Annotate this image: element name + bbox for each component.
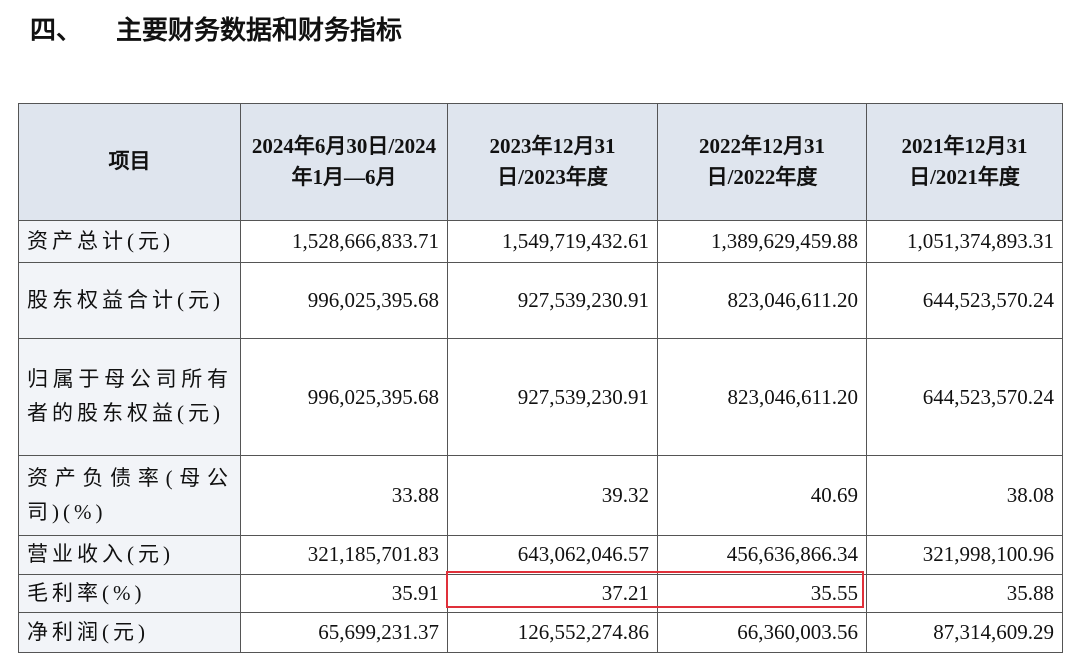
cell-value: 35.55	[657, 573, 867, 614]
table-row: 净利润(元) 65,699,231.37 126,552,274.86 66,360,…	[18, 612, 1063, 654]
cell-value: 996,025,395.68	[240, 262, 448, 339]
cell-value: 38.08	[866, 455, 1063, 536]
column-header: 项目	[18, 103, 241, 221]
cell-value: 321,185,701.83	[240, 535, 448, 575]
cell-value: 1,051,374,893.31	[866, 220, 1063, 263]
row-label: 资产总计(元)	[18, 220, 241, 263]
row-label: 营业收入(元)	[18, 535, 241, 575]
column-header: 2023年12月31日/2023年度	[447, 103, 658, 221]
cell-value: 321,998,100.96	[866, 535, 1063, 575]
cell-value: 33.88	[240, 455, 448, 536]
cell-value: 996,025,395.68	[240, 338, 448, 456]
cell-value: 823,046,611.20	[657, 338, 867, 456]
section-number: 四、	[30, 16, 83, 46]
cell-value: 40.69	[657, 455, 867, 536]
cell-value: 927,539,230.91	[447, 338, 658, 456]
row-label: 股东权益合计(元)	[18, 262, 241, 339]
cell-value: 1,528,666,833.71	[240, 220, 448, 263]
cell-value: 35.91	[240, 573, 448, 614]
table-row: 资产总计(元) 1,528,666,833.71 1,549,719,432.61 1…	[18, 220, 1063, 263]
row-label: 归属于母公司所有者的股东权益(元)	[18, 338, 241, 456]
cell-value: 643,062,046.57	[447, 535, 658, 575]
cell-value: 35.88	[866, 573, 1063, 614]
cell-value: 644,523,570.24	[866, 338, 1063, 456]
cell-value: 126,552,274.86	[447, 612, 658, 654]
table-row: 资产负债率(母公司)(%) 33.88 39.32 40.69 38.08	[18, 455, 1063, 536]
cell-value: 65,699,231.37	[240, 612, 448, 654]
row-label: 净利润(元)	[18, 612, 241, 654]
table-row: 毛利率(%) 35.91 37.21 35.55 35.88	[18, 573, 1063, 614]
header-row: 项目 2024年6月30日/2024年1月—6月 2023年12月31日/2023年…	[18, 103, 1063, 221]
table-row: 营业收入(元) 321,185,701.83 643,062,046.57 456,6…	[18, 535, 1063, 575]
financial-table: 项目 2024年6月30日/2024年1月—6月 2023年12月31日/2023年…	[18, 103, 1063, 654]
table-row: 股东权益合计(元) 996,025,395.68 927,539,230.91 823…	[18, 262, 1063, 339]
cell-value: 87,314,609.29	[866, 612, 1063, 654]
row-label: 毛利率(%)	[18, 573, 241, 614]
cell-value: 1,389,629,459.88	[657, 220, 867, 263]
column-header: 2024年6月30日/2024年1月—6月	[240, 103, 448, 221]
cell-value: 1,549,719,432.61	[447, 220, 658, 263]
cell-value: 823,046,611.20	[657, 262, 867, 339]
section-title: 主要财务数据和财务指标	[116, 16, 403, 46]
cell-value: 644,523,570.24	[866, 262, 1063, 339]
cell-value: 66,360,003.56	[657, 612, 867, 654]
cell-value: 456,636,866.34	[657, 535, 867, 575]
table-row: 归属于母公司所有者的股东权益(元) 996,025,395.68 927,539,2…	[18, 338, 1063, 456]
row-label: 资产负债率(母公司)(%)	[18, 455, 241, 536]
cell-value: 927,539,230.91	[447, 262, 658, 339]
column-header: 2022年12月31日/2022年度	[657, 103, 867, 221]
column-header: 2021年12月31日/2021年度	[866, 103, 1063, 221]
cell-value: 39.32	[447, 455, 658, 536]
cell-value: 37.21	[447, 573, 658, 614]
